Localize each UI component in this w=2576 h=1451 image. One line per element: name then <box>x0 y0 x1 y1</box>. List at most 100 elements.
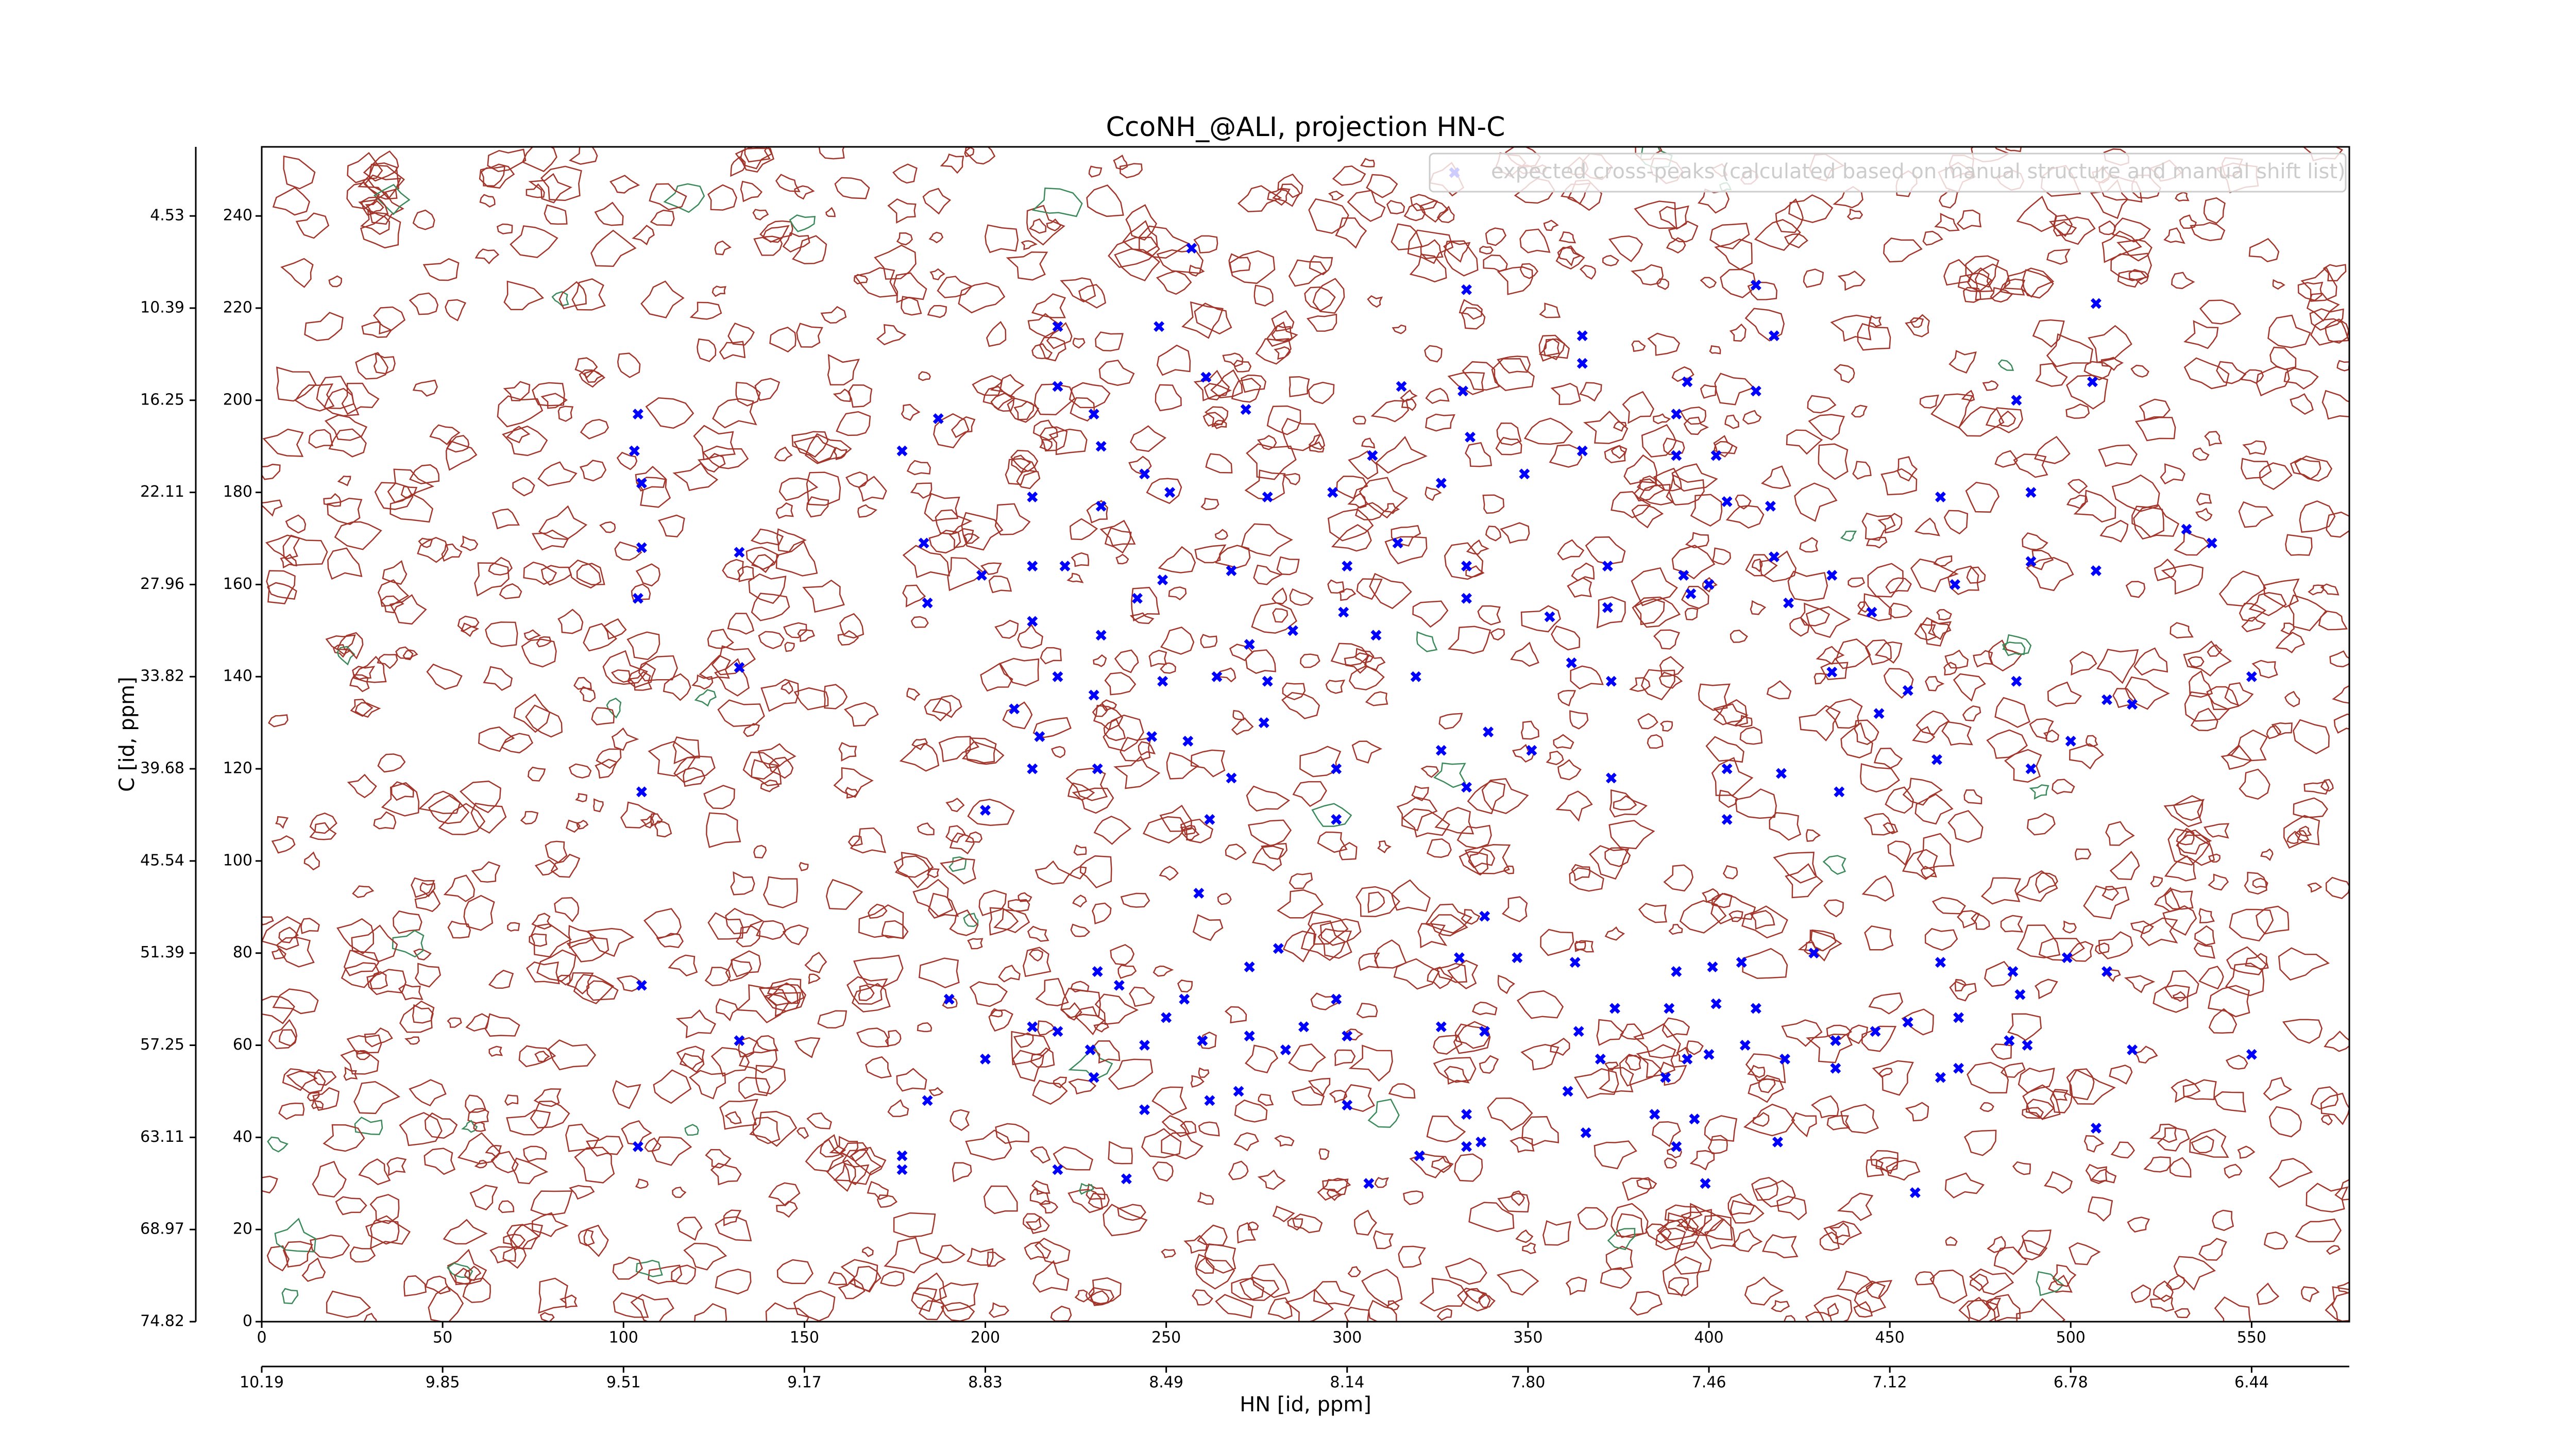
contour <box>1636 1177 1657 1190</box>
contour <box>1433 762 1466 788</box>
contour <box>1510 1137 1535 1153</box>
contour <box>1846 208 1863 221</box>
contour <box>1427 966 1453 989</box>
contour <box>1318 1148 1330 1160</box>
contour <box>1361 437 1376 449</box>
contour <box>1747 281 1777 300</box>
peak-marker <box>1197 1035 1208 1047</box>
contour <box>1131 586 1160 622</box>
contour <box>1888 602 1913 618</box>
contour <box>926 868 940 879</box>
contour <box>1108 1140 1133 1165</box>
contour <box>1351 740 1383 764</box>
contour <box>2300 266 2337 302</box>
contour <box>2026 813 2056 836</box>
contour <box>2109 851 2140 880</box>
contour <box>557 406 574 422</box>
contour <box>942 997 958 1009</box>
contour <box>1115 553 1129 565</box>
contour <box>894 852 934 878</box>
contour <box>538 1277 568 1314</box>
contour <box>1925 676 1945 691</box>
contour <box>373 352 396 375</box>
peak-marker <box>1750 1003 1761 1014</box>
contour <box>893 855 930 889</box>
contour <box>1993 1246 2028 1275</box>
contour <box>1048 428 1088 455</box>
contour <box>1874 641 1903 664</box>
contour <box>2162 905 2197 936</box>
contour <box>893 1212 936 1238</box>
contour <box>1108 1058 1154 1090</box>
contour <box>626 631 660 661</box>
y-tick-label: 60 <box>233 1036 252 1054</box>
peak-marker <box>1092 966 1103 977</box>
peak-marker <box>1870 1026 1881 1037</box>
peak-marker <box>1027 1021 1038 1033</box>
contour <box>1668 1277 1689 1297</box>
contour <box>1282 930 1317 963</box>
contour <box>1629 1291 1663 1316</box>
peak-marker <box>1262 676 1273 687</box>
contour <box>825 879 863 910</box>
contour <box>599 521 616 533</box>
contour <box>1555 245 1585 270</box>
contour <box>738 1076 771 1100</box>
contour <box>948 856 967 872</box>
contour <box>2000 915 2024 933</box>
peak-marker <box>1052 1026 1063 1037</box>
contour <box>1927 620 1952 640</box>
peak-marker <box>734 662 745 673</box>
contour <box>1424 345 1443 363</box>
contour <box>2183 320 2219 349</box>
contour <box>2271 722 2293 736</box>
contour <box>650 813 663 828</box>
contour <box>2224 1163 2243 1179</box>
peak-marker <box>1410 671 1421 682</box>
contour <box>965 1129 1012 1161</box>
contour <box>1683 416 1709 435</box>
contour <box>2098 220 2116 235</box>
contour <box>282 1068 318 1091</box>
y-tick-label: 240 <box>223 207 252 225</box>
contour <box>1146 478 1182 504</box>
y-tick-label: 180 <box>223 483 252 501</box>
contour <box>1326 1189 1343 1201</box>
contour <box>1139 225 1191 259</box>
contour <box>928 231 944 244</box>
contour <box>2075 848 2092 861</box>
y2-tick-label: 39.68 <box>140 760 184 778</box>
contour <box>282 1241 313 1268</box>
contour <box>488 969 514 989</box>
contour <box>2163 227 2185 244</box>
contour <box>1543 338 1560 357</box>
contour <box>2022 269 2054 299</box>
contour <box>2293 797 2328 818</box>
contour <box>759 220 793 243</box>
contour <box>2140 917 2178 947</box>
contour <box>1237 185 1282 212</box>
contour <box>2294 830 2310 842</box>
contour <box>1502 896 1528 922</box>
peak-marker <box>1476 1136 1487 1148</box>
contour <box>1205 453 1233 474</box>
contour <box>2208 873 2229 891</box>
contour <box>756 1035 779 1052</box>
contour <box>2321 390 2349 420</box>
contour <box>1197 1191 1214 1205</box>
contour <box>1608 235 1643 262</box>
contour <box>1709 223 1750 250</box>
contour <box>545 840 568 864</box>
contour <box>1401 808 1450 838</box>
contour <box>1605 1245 1633 1270</box>
contour <box>827 1271 848 1286</box>
contour <box>2134 1045 2158 1064</box>
contour <box>1827 1303 1839 1317</box>
contour <box>725 958 753 982</box>
contour <box>1158 546 1196 573</box>
peak-marker <box>1605 676 1617 687</box>
contour <box>1924 927 1958 951</box>
contour <box>694 1303 727 1322</box>
contour <box>1308 1077 1331 1096</box>
contour <box>794 185 815 200</box>
